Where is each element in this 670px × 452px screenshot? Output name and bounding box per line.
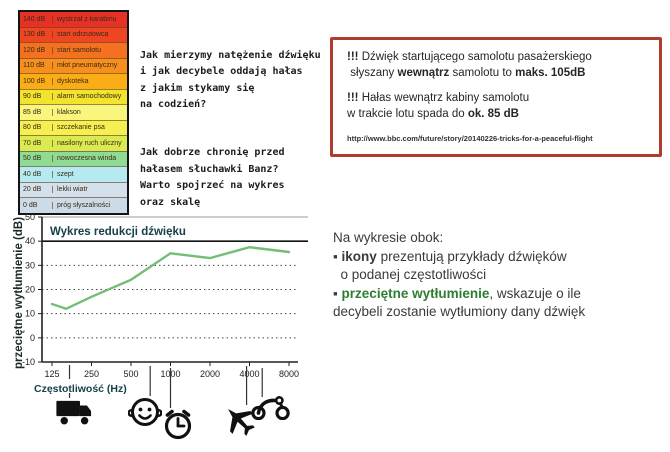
y-tick-label: 30: [25, 260, 35, 270]
bicycle-icon: [251, 396, 290, 420]
db-value: 110 dB: [23, 62, 45, 70]
table-row: 120 dB start samolotu: [20, 42, 127, 58]
alarm-clock-icon: [164, 409, 192, 440]
fact-box-paragraph-1: !!! Dźwięk startującego samolotu pasażer…: [347, 49, 647, 81]
intro-text: Jak mierzymy natężenie dźwięku i jak dec…: [140, 31, 326, 228]
db-label: wystrzał z karabinu: [52, 15, 127, 23]
chart-note: Na wykresie obok: ▪ ikony prezentują prz…: [333, 229, 669, 322]
x-tick-label: 2000: [200, 369, 220, 379]
db-label: start samolotu: [52, 46, 127, 54]
intro-paragraph-2: Jak dobrze chronię przed hałasem słuchaw…: [140, 147, 285, 208]
text-line: ▪ ikony prezentują przykłady dźwięków: [333, 248, 567, 264]
db-value: 90 dB: [23, 93, 42, 101]
spacer: [347, 81, 647, 90]
text-line: !!! Dźwięk startującego samolotu pasażer…: [347, 51, 592, 63]
decibel-scale-table: 140 dB wystrzał z karabinu 130 dB start odr…: [18, 10, 129, 215]
db-value: 0 dB: [23, 201, 38, 209]
y-tick-label: 20: [25, 285, 35, 295]
text-line: !!! Hałas wewnątrz kabiny samolotu: [347, 92, 530, 104]
y-axis-label: przeciętne wytłumienie (dB): [13, 217, 25, 369]
series-line: [50, 246, 291, 311]
db-label: alarm samochodowy: [52, 93, 127, 101]
db-value: 140 dB: [23, 15, 46, 23]
text-line: o podanej częstotliwości: [333, 267, 487, 282]
db-value: 80 dB: [23, 124, 42, 132]
table-row: 20 dB lekki wiatr: [20, 181, 127, 197]
db-value: 85 dB: [23, 108, 42, 116]
note-heading: Na wykresie obok:: [333, 230, 444, 245]
y-tick-label: 50: [25, 212, 35, 222]
fact-box-paragraph-2: !!! Hałas wewnątrz kabiny samolotu w trak…: [347, 90, 647, 122]
db-label: start odrzutowca: [52, 31, 127, 39]
db-value: 50 dB: [23, 155, 42, 163]
x-axis-label: Częstotliwość (Hz): [34, 383, 127, 395]
table-row: 100 dB dyskoteka: [20, 73, 127, 89]
db-label: nasilony ruch uliczny: [52, 139, 127, 147]
db-label: próg słyszalności: [52, 201, 127, 209]
db-value: 20 dB: [23, 186, 42, 194]
db-value: 120 dB: [23, 46, 46, 54]
db-label: szczekanie psa: [52, 124, 127, 132]
table-row: 130 dB start odrzutowca: [20, 26, 127, 42]
baby-face-icon: [128, 398, 162, 426]
text-line: decybeli zostanie wytłumiony dany dźwięk: [333, 304, 586, 319]
db-label: szept: [52, 170, 127, 178]
db-label: dyskoteka: [52, 77, 127, 85]
y-tick-label: 40: [25, 236, 35, 246]
y-tick-label: -10: [22, 357, 35, 367]
chart-title: Wykres redukcji dźwięku: [50, 226, 186, 238]
table-row: 140 dB wystrzał z karabinu: [20, 12, 127, 27]
db-label: młot pneumatyczny: [52, 62, 127, 70]
db-value: 40 dB: [23, 170, 42, 178]
truck-icon: [56, 400, 92, 425]
x-tick-label: 250: [84, 369, 99, 379]
db-value: 130 dB: [23, 31, 46, 39]
text-line: słyszany wewnątrz samolotu to maks. 105d…: [347, 67, 586, 79]
x-tick-label: 4000: [239, 369, 259, 379]
note-bullets: ▪ ikony prezentują przykłady dźwięków o …: [333, 248, 669, 322]
table-row: 110 dB młot pneumatyczny: [20, 57, 127, 73]
x-tick-label: 500: [123, 369, 138, 379]
airplane-noise-fact-box: !!! Dźwięk startującego samolotu pasażer…: [330, 37, 662, 157]
y-tick-label: 0: [30, 333, 35, 343]
noise-reduction-chart: 50 40 30 20 10 0 -10 125 250 500 1000 2000 4000 8000 W…: [8, 208, 310, 447]
source-url: http://www.bbc.com/future/story/20140226…: [347, 134, 593, 143]
table-row: 85 dB klakson: [20, 104, 127, 120]
x-tick-label: 8000: [279, 369, 299, 379]
table-row: 90 dB alarm samochodowy: [20, 88, 127, 104]
intro-paragraph-1: Jak mierzymy natężenie dźwięku i jak dec…: [140, 49, 321, 111]
y-tick-label: 10: [25, 309, 35, 319]
table-row: 40 dB szept: [20, 166, 127, 182]
x-tick-label: 125: [44, 369, 59, 379]
db-label: nowoczesna winda: [52, 155, 127, 163]
table-row: 70 dB nasilony ruch uliczny: [20, 135, 127, 151]
db-label: klakson: [52, 108, 127, 116]
db-label: lekki wiatr: [52, 186, 127, 194]
table-row: 80 dB szczekanie psa: [20, 119, 127, 135]
table-row: 50 dB nowoczesna winda: [20, 150, 127, 166]
airplane-icon: [228, 409, 255, 436]
db-value: 100 dB: [23, 77, 46, 85]
text-line: ▪ przeciętne wytłumienie, wskazuje o ile: [333, 285, 581, 301]
text-line: w trakcie lotu spada do ok. 85 dB: [347, 108, 519, 120]
db-value: 70 dB: [23, 139, 42, 147]
table-row: 0 dB próg słyszalności: [20, 197, 127, 213]
